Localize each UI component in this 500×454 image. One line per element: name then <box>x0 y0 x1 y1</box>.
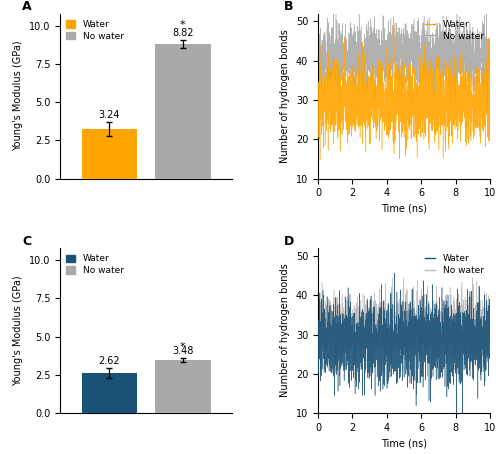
Y-axis label: Number of hydrogen bonds: Number of hydrogen bonds <box>280 264 290 397</box>
Text: *: * <box>180 341 186 351</box>
Legend: Water, No water: Water, No water <box>64 18 126 43</box>
X-axis label: Time (ns): Time (ns) <box>381 439 427 449</box>
Bar <box>155 360 210 413</box>
Y-axis label: Young's Modulus (GPa): Young's Modulus (GPa) <box>14 275 24 386</box>
Legend: Water, No water: Water, No water <box>423 252 486 277</box>
Bar <box>82 373 137 413</box>
Text: D: D <box>284 235 294 248</box>
Text: 3.48: 3.48 <box>172 346 194 356</box>
X-axis label: Time (ns): Time (ns) <box>381 204 427 214</box>
Text: *: * <box>180 20 186 30</box>
Text: 3.24: 3.24 <box>98 110 120 120</box>
Y-axis label: Number of hydrogen bonds: Number of hydrogen bonds <box>280 30 290 163</box>
Legend: Water, No water: Water, No water <box>423 18 486 43</box>
Bar <box>155 44 210 179</box>
Y-axis label: Young's Modulus (GPa): Young's Modulus (GPa) <box>14 41 24 152</box>
Legend: Water, No water: Water, No water <box>64 252 126 277</box>
Text: 2.62: 2.62 <box>98 356 120 366</box>
Text: 8.82: 8.82 <box>172 28 194 38</box>
Bar <box>82 129 137 179</box>
Text: B: B <box>284 0 293 13</box>
Text: A: A <box>22 0 32 13</box>
Text: C: C <box>22 235 32 248</box>
